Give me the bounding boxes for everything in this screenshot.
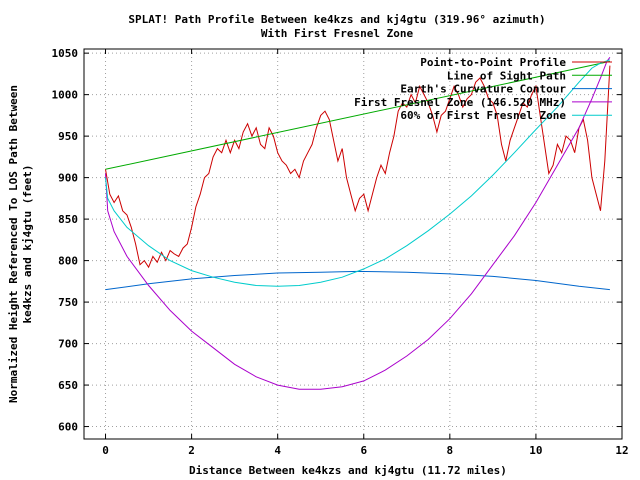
series-line-2 [105, 60, 611, 170]
series-lines [105, 57, 611, 390]
x-tick-label: 6 [360, 444, 367, 457]
y-tick-label: 950 [58, 130, 78, 143]
x-axis-label: Distance Between ke4kzs and kj4gtu (11.7… [189, 464, 507, 477]
plot-frame [83, 48, 623, 440]
x-tick-label: 10 [529, 444, 542, 457]
legend-label: 60% of First Fresnel Zone [400, 109, 566, 122]
y-axis-label-line2: ke4kzs and kj4gtu (feet) [21, 165, 34, 324]
chart-title: SPLAT! Path Profile Between ke4kzs and k… [128, 13, 545, 26]
chart-subtitle: With First Fresnel Zone [261, 27, 414, 40]
legend-label: Line of Sight Path [447, 69, 566, 82]
y-tick-label: 650 [58, 379, 78, 392]
axis-ticks: 0 2 4 6 8 10 12 600 650 700 750 800 850 900 950 1000 105… [52, 47, 629, 457]
series-line-1 [105, 65, 611, 269]
series-line-5 [105, 59, 611, 287]
x-tick-label: 2 [188, 444, 195, 457]
y-tick-label: 850 [58, 213, 78, 226]
x-tick-label: 8 [447, 444, 454, 457]
y-tick-label: 1050 [52, 47, 79, 60]
x-tick-label: 4 [274, 444, 281, 457]
y-tick-label: 900 [58, 172, 78, 185]
legend-label: Earth's Curvature Contour [400, 83, 566, 96]
y-tick-label: 800 [58, 255, 78, 268]
y-tick-label: 1000 [52, 89, 79, 102]
y-axis-label-line1: Normalized Height Referenced To LOS Path… [7, 85, 20, 403]
y-tick-label: 750 [58, 296, 78, 309]
legend-label: First Fresnel Zone (146.520 MHz) [354, 96, 566, 109]
y-tick-label: 700 [58, 338, 78, 351]
x-tick-label: 0 [102, 444, 109, 457]
series-line-4 [105, 57, 611, 390]
x-tick-label: 12 [615, 444, 628, 457]
series-line-3 [105, 270, 610, 291]
legend-label: Point-to-Point Profile [420, 56, 566, 69]
y-tick-label: 600 [58, 421, 78, 434]
